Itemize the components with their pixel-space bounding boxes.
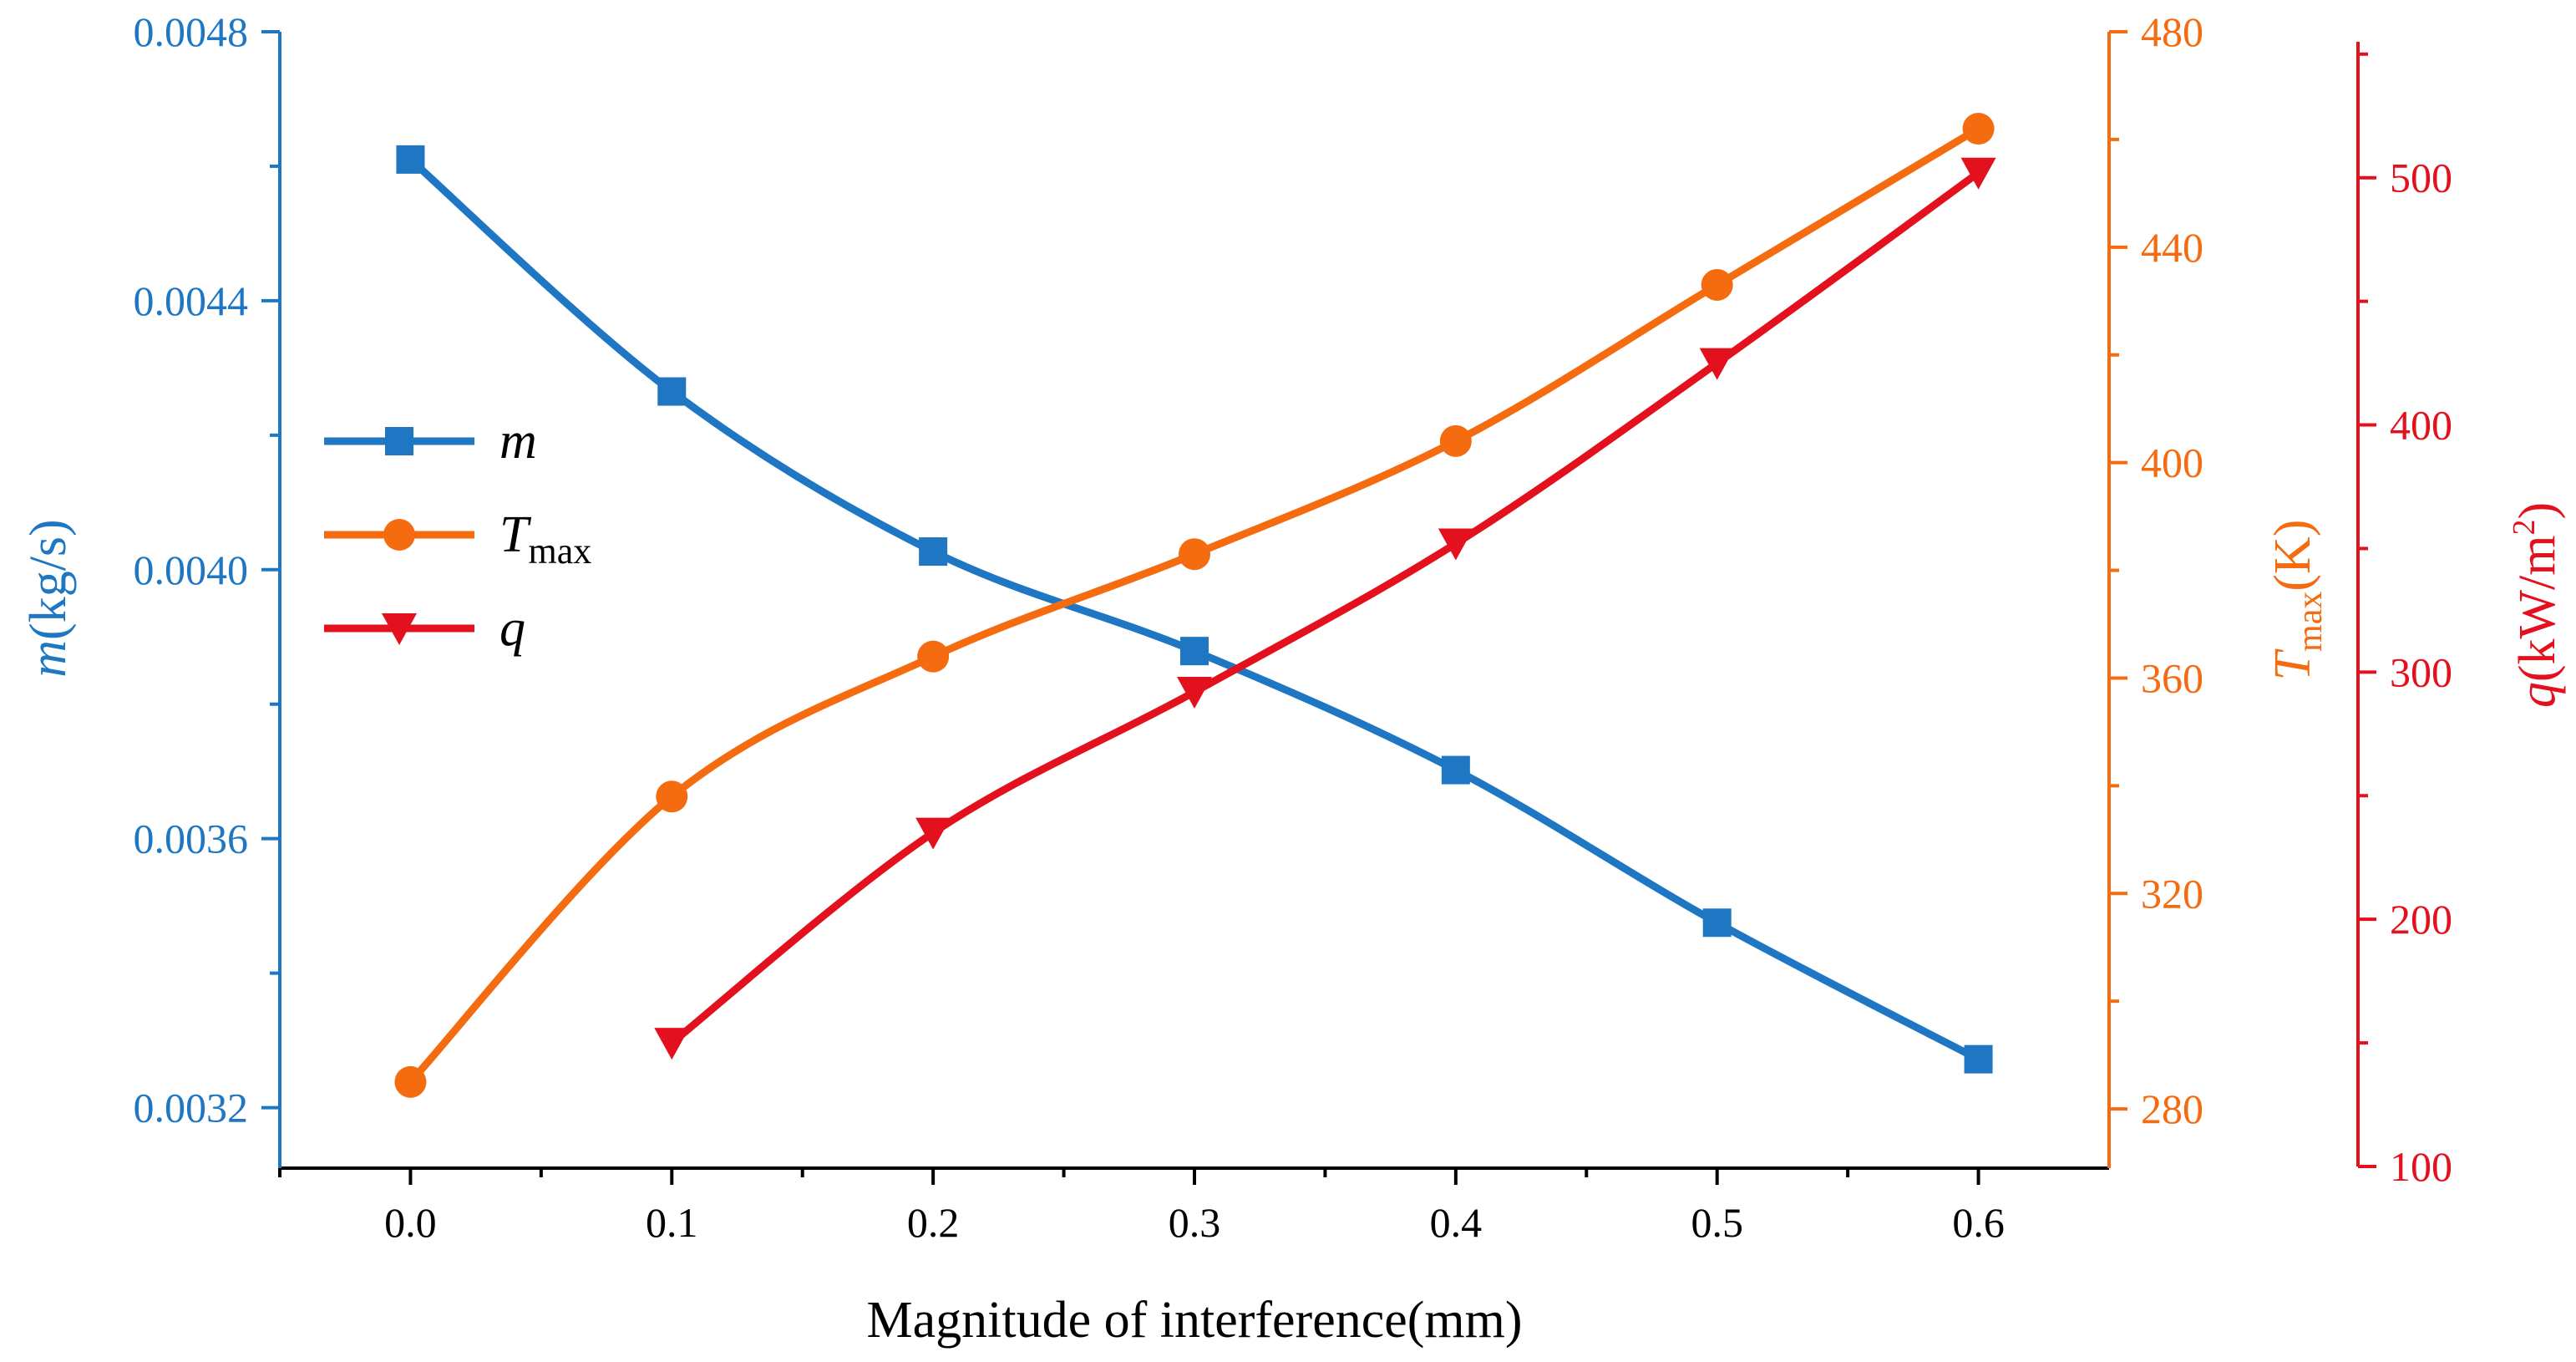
data-point-q [1177, 677, 1212, 709]
data-point-q [1960, 157, 1996, 190]
right2-tick-label: 100 [2390, 1143, 2452, 1190]
left-tick-label: 0.0048 [134, 8, 249, 55]
x-tick-label: 0.0 [384, 1199, 437, 1246]
data-point-m [1964, 1044, 1993, 1074]
right2-tick-label: 500 [2390, 155, 2452, 201]
legend-label-T: Tmax [499, 506, 591, 572]
right1-tick-label: 400 [2141, 440, 2203, 486]
data-point-T [917, 640, 950, 673]
legend-label-m: m [499, 413, 537, 470]
right2-tick-label: 400 [2390, 402, 2452, 449]
legend-label-q: q [499, 600, 525, 657]
right1-axis-title-part: (K) [2264, 520, 2321, 592]
data-point-m [919, 537, 948, 567]
right2-axis-title-part: 2 [2507, 520, 2542, 536]
data-point-T [394, 1065, 427, 1098]
data-point-T [1962, 113, 1995, 145]
series-T [394, 113, 1995, 1098]
series-line-q [669, 170, 1981, 1046]
right1-tick-label: 360 [2141, 654, 2203, 701]
data-point-q [1438, 528, 1473, 561]
data-point-m [1702, 908, 1732, 938]
legend-label-symbol: T [499, 506, 532, 563]
right1-tick-label: 480 [2141, 8, 2203, 55]
axes-layer: 0.0 0.1 0.2 0.3 0.4 0.5 0.6 Magnitude of interf… [20, 8, 2566, 1349]
data-point-m [657, 377, 687, 406]
data-point-T [656, 780, 688, 813]
right2-axis-title: q(kW/m2) [2507, 502, 2566, 708]
right1-axis-title: Tmax(K) [2264, 520, 2330, 681]
legend-label-symbol: m [499, 413, 537, 470]
x-tick-label: 0.5 [1691, 1199, 1743, 1246]
series-line-m [408, 156, 1980, 1063]
right1-tick-label: 440 [2141, 224, 2203, 271]
data-point-m [1180, 637, 1209, 666]
data-point-T [1701, 268, 1733, 301]
right1-tick-label: 280 [2141, 1085, 2203, 1132]
left-tick-label: 0.0036 [134, 816, 249, 862]
x-axis-title: Magnitude of interference(mm) [867, 1292, 1523, 1349]
right2-axis-title-part: (kW/m [2509, 536, 2566, 683]
left-axis-title: m(kg/s) [20, 519, 77, 677]
right1-tick-label: 320 [2141, 870, 2203, 917]
legend-label-subscript: max [528, 531, 591, 572]
legend-item-q: q [324, 600, 525, 657]
legend-marker-q [382, 613, 417, 645]
data-point-T [1179, 538, 1210, 571]
series-q [654, 157, 1996, 1060]
data-point-m [1441, 755, 1470, 785]
legend-item-T: Tmax [324, 506, 591, 572]
left-axis-title-part: (kg/s) [20, 519, 77, 640]
legend-marker-m [385, 427, 413, 455]
left-tick-label: 0.0032 [134, 1085, 249, 1131]
legend-label-symbol: q [499, 600, 525, 657]
data-point-T [1439, 424, 1472, 457]
right1-axis-title-part: max [2291, 592, 2330, 652]
data-point-q [654, 1028, 690, 1060]
legend-item-m: m [324, 413, 537, 470]
right2-tick-label: 200 [2390, 896, 2452, 943]
data-point-q [1699, 348, 1735, 380]
right1-axis-title-part: T [2264, 648, 2321, 680]
x-tick-label: 0.6 [1952, 1199, 2005, 1246]
data-point-q [915, 817, 951, 850]
series-m [396, 145, 1993, 1074]
left-tick-label: 0.0040 [134, 546, 249, 593]
legend-marker-T [383, 519, 415, 551]
left-tick-label: 0.0044 [134, 277, 249, 324]
right2-axis-title-part: q [2509, 682, 2566, 708]
right2-axis-title-part: ) [2509, 502, 2566, 520]
x-tick-label: 0.1 [646, 1199, 698, 1246]
x-tick-label: 0.4 [1430, 1199, 1483, 1246]
series-layer [394, 113, 1996, 1098]
x-tick-label: 0.2 [907, 1199, 960, 1246]
data-point-m [396, 145, 425, 174]
x-tick-label: 0.3 [1169, 1199, 1221, 1246]
right2-tick-label: 300 [2390, 648, 2452, 695]
left-axis-title-part: m [20, 640, 77, 678]
